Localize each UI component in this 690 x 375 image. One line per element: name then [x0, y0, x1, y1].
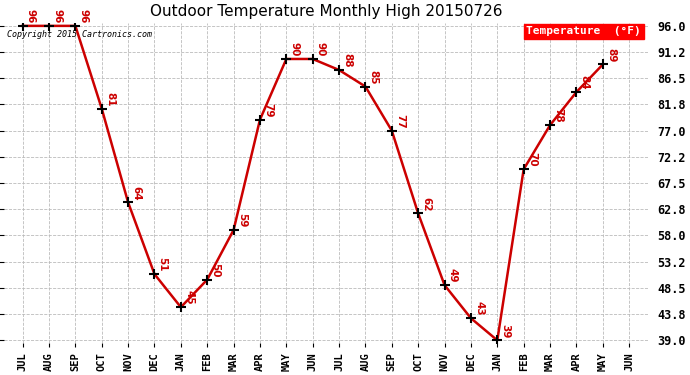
Title: Outdoor Temperature Monthly High 20150726: Outdoor Temperature Monthly High 2015072… — [150, 4, 502, 19]
Text: 90: 90 — [290, 42, 299, 57]
Text: Temperature  (°F): Temperature (°F) — [526, 26, 641, 36]
Text: 43: 43 — [474, 302, 484, 316]
Text: 51: 51 — [157, 257, 168, 272]
Text: 89: 89 — [606, 48, 616, 62]
Text: 45: 45 — [184, 290, 194, 305]
Text: 96: 96 — [79, 9, 88, 24]
Text: 85: 85 — [368, 70, 379, 84]
Text: 79: 79 — [263, 103, 273, 117]
Text: 59: 59 — [237, 213, 247, 228]
Text: 77: 77 — [395, 114, 405, 129]
Text: 39: 39 — [500, 324, 511, 338]
Text: 50: 50 — [210, 263, 220, 278]
Text: 96: 96 — [26, 9, 36, 24]
Text: 88: 88 — [342, 53, 352, 68]
Text: 96: 96 — [52, 9, 62, 24]
Text: 78: 78 — [553, 108, 563, 123]
Text: 62: 62 — [422, 197, 431, 211]
Text: 90: 90 — [316, 42, 326, 57]
Text: Copyright 2015 Cartronics.com: Copyright 2015 Cartronics.com — [8, 30, 152, 39]
Text: 84: 84 — [580, 75, 589, 90]
Text: 70: 70 — [527, 153, 537, 167]
Text: 81: 81 — [105, 92, 115, 106]
Text: 64: 64 — [131, 186, 141, 200]
Text: 49: 49 — [448, 268, 457, 283]
